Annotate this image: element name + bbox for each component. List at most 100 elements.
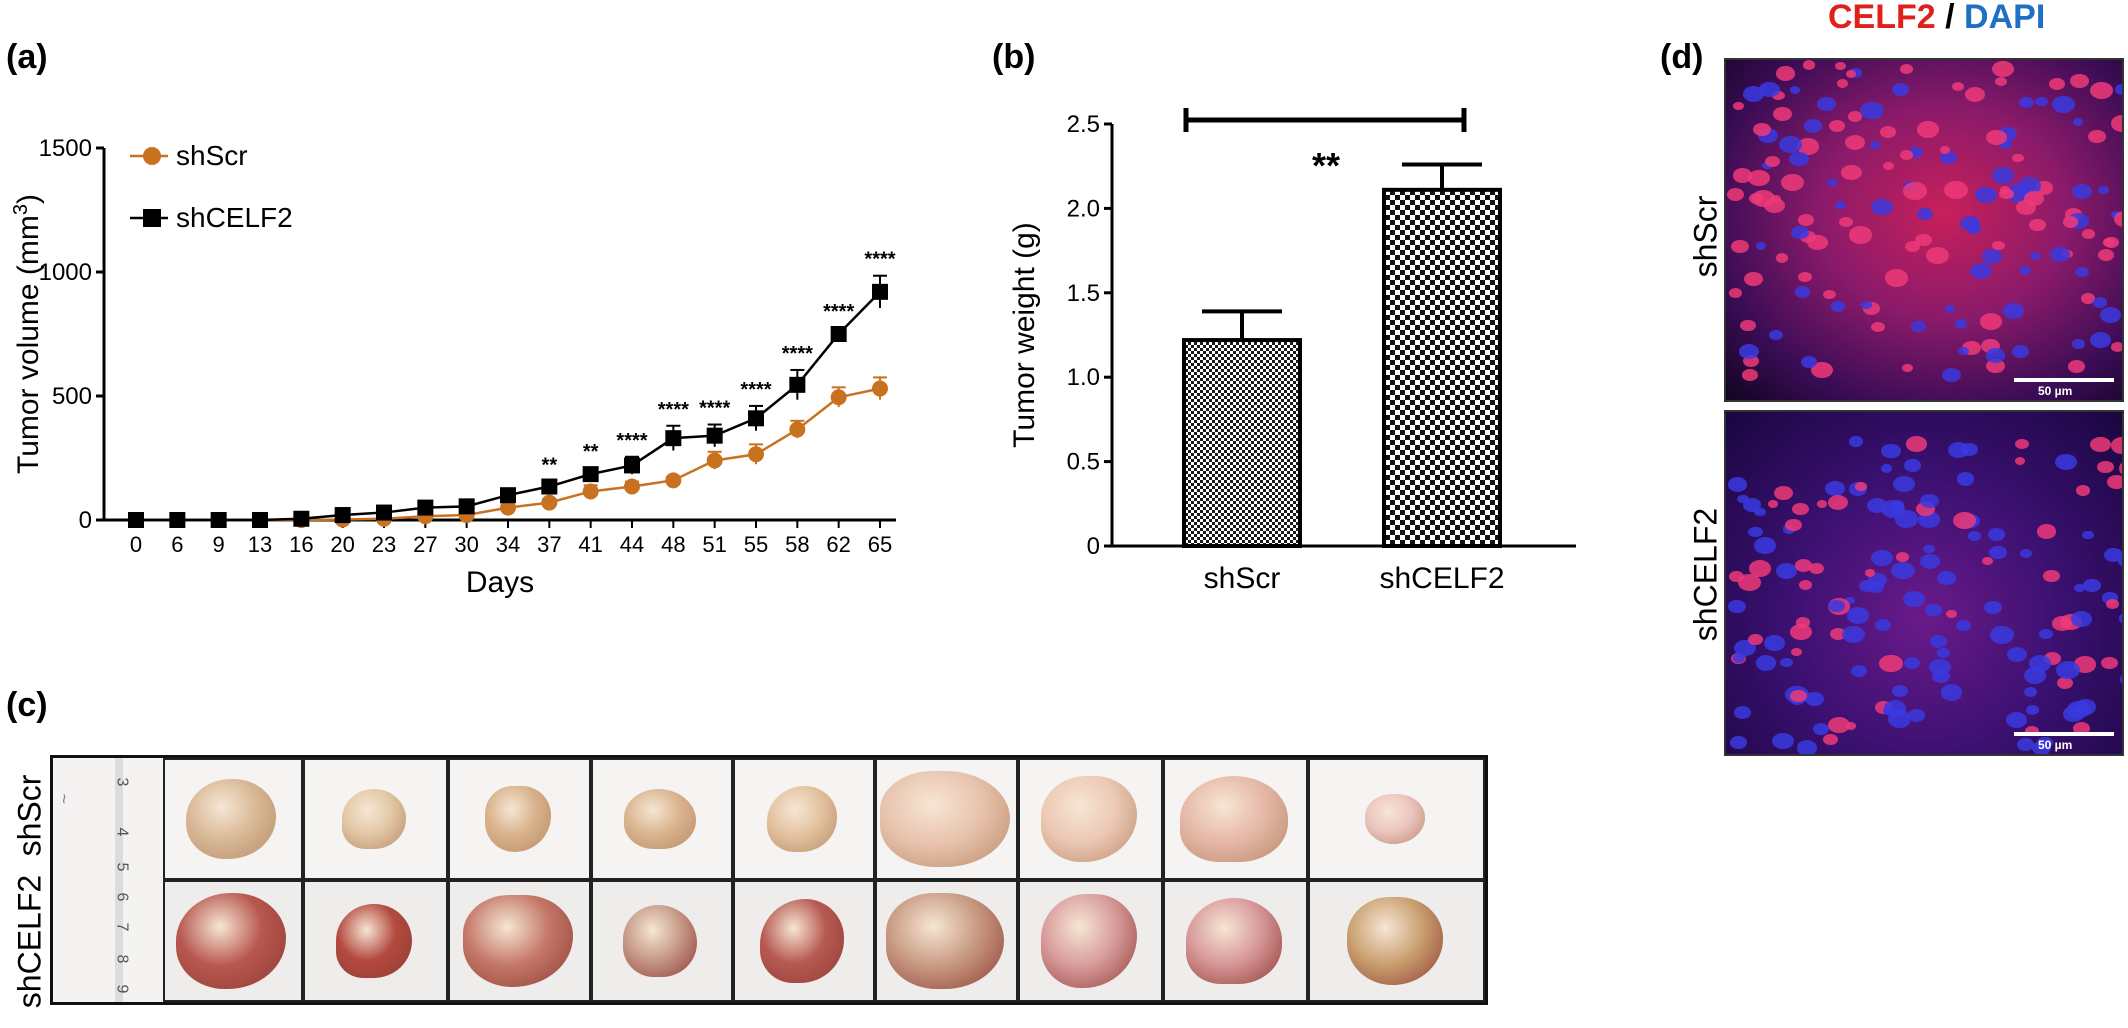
cell-nucleus: [1923, 544, 1935, 554]
cell-nucleus: [1836, 79, 1848, 88]
tumor-photo-cell: [163, 758, 303, 880]
tumor-photo-cell: [1163, 758, 1308, 880]
y-tick-label: 500: [52, 383, 92, 410]
micro-title-celf2: CELF2: [1828, 0, 1936, 36]
tumor-volume-axes: 0 500 1000 1500 0 6 9 13 16 20 23 27 30 34 37 41 44 48 51 5…: [39, 135, 896, 557]
cell-nucleus: [1790, 623, 1813, 640]
cell-nucleus: [1771, 733, 1794, 750]
cell-nucleus: [1929, 634, 1948, 648]
scale-label: 50 µm: [2038, 384, 2073, 398]
x-tick-label: 20: [330, 532, 354, 557]
tumor-specimen: [1346, 897, 1443, 985]
x-tick-label: 16: [289, 532, 313, 557]
cell-nucleus: [1944, 304, 1956, 313]
data-point-shCELF2: [706, 427, 723, 444]
cell-nucleus: [1937, 571, 1956, 585]
cell-nucleus: [1789, 689, 1808, 703]
cell-nucleus: [1884, 269, 1908, 287]
cell-nucleus: [2100, 307, 2122, 324]
cell-nucleus: [1969, 262, 1992, 280]
cell-nucleus: [2070, 74, 2089, 89]
cell-nucleus: [1842, 626, 1866, 644]
data-point-shCELF2: [169, 512, 186, 528]
cell-nucleus: [2111, 437, 2122, 454]
data-point-shCELF2: [830, 326, 847, 342]
cell-nucleus: [1743, 271, 1763, 286]
data-point-shScr: [706, 452, 723, 469]
cell-nucleus: [1880, 126, 1896, 139]
cell-nucleus: [1743, 85, 1765, 102]
cell-nucleus: [1808, 562, 1825, 575]
cell-nucleus: [1775, 563, 1797, 580]
tumor-specimen: [623, 905, 697, 977]
cell-nucleus: [1928, 658, 1951, 676]
cell-nucleus: [1729, 288, 1743, 298]
cell-nucleus: [1967, 531, 1982, 542]
cell-nucleus: [1830, 627, 1847, 640]
tumor-photo-cell: [591, 880, 733, 1002]
cell-nucleus: [1892, 475, 1915, 493]
tumor-volume-chart: 0 500 1000 1500 0 6 9 13 16 20 23 27 30 34 37 41 44 48 51 5…: [10, 135, 896, 599]
cell-nucleus: [1767, 500, 1778, 508]
data-point-shCELF2: [748, 410, 764, 427]
cell-nucleus: [1828, 119, 1845, 132]
data-point-shScr: [665, 472, 682, 489]
cell-nucleus: [2107, 475, 2122, 490]
cell-nucleus: [1802, 60, 1816, 70]
cell-nucleus: [1902, 363, 1913, 372]
data-point-shCELF2: [789, 376, 806, 393]
x-tick-label: 51: [702, 532, 726, 557]
cell-nucleus: [2101, 656, 2118, 670]
data-point-shCELF2: [417, 499, 434, 516]
y-tick-label: 1.0: [1067, 364, 1100, 391]
cell-nucleus: [1796, 137, 1820, 155]
cell-nucleus: [1794, 558, 1813, 572]
tumor-specimen: [1179, 776, 1288, 862]
x-tick-label: 6: [171, 532, 183, 557]
cell-nucleus: [1823, 734, 1838, 746]
data-point-shCELF2: [541, 478, 558, 495]
cell-nucleus: [2070, 610, 2093, 627]
cell-nucleus: [2003, 303, 2024, 319]
cell-nucleus: [1903, 590, 1925, 608]
cell-nucleus: [1880, 463, 1893, 473]
cell-nucleus: [2118, 555, 2122, 567]
tumor-specimen: [341, 789, 406, 849]
cell-nucleus: [2106, 598, 2120, 609]
cell-nucleus: [2043, 569, 2060, 582]
tumor-specimen: [1364, 794, 1425, 844]
cell-nucleus: [1753, 123, 1772, 137]
cell-nucleus: [1772, 106, 1792, 121]
x-tick-label: 0: [130, 532, 142, 557]
cell-nucleus: [1905, 436, 1927, 452]
y-tick-label: 2.0: [1067, 195, 1100, 222]
bar-shScr: [1182, 338, 1302, 548]
data-point-shScr: [541, 494, 558, 511]
cell-nucleus: [1891, 561, 1915, 580]
cell-nucleus: [1919, 493, 1939, 508]
series-line-shCELF2: [136, 290, 881, 522]
cell-nucleus: [1754, 507, 1766, 517]
significance-stars: ****: [740, 379, 771, 401]
cell-nucleus: [2093, 296, 2108, 308]
cell-nucleus: [1799, 580, 1813, 591]
panel-label-c: (c): [6, 686, 48, 724]
cell-nucleus: [1845, 135, 1866, 151]
ruler-mark: 7: [113, 922, 131, 932]
cell-nucleus: [2007, 647, 2028, 663]
cell-nucleus: [1798, 214, 1814, 226]
cell-nucleus: [2074, 699, 2096, 715]
tumor-specimen: [624, 789, 696, 849]
cell-nucleus: [1817, 97, 1837, 112]
legend-marker: [143, 147, 161, 165]
tumor-photo-cell: [303, 880, 448, 1002]
cell-nucleus: [1738, 573, 1762, 592]
cell-nucleus: [1953, 511, 1977, 529]
data-point-shScr: [830, 389, 847, 406]
cell-nucleus: [2035, 96, 2048, 107]
cell-nucleus: [2073, 583, 2086, 593]
data-point-shScr: [500, 499, 516, 516]
cell-nucleus: [2029, 251, 2041, 261]
ruler-mark: 4: [113, 827, 131, 837]
cell-nucleus: [1910, 320, 1927, 333]
